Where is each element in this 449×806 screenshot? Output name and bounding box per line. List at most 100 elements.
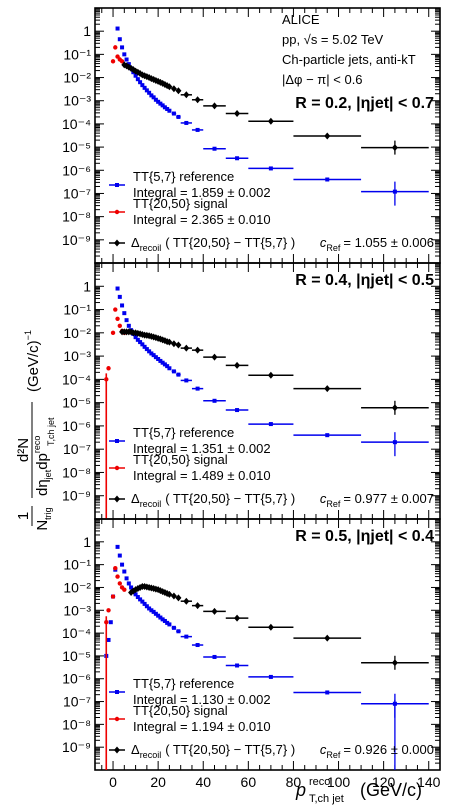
reference-point bbox=[156, 356, 161, 361]
y-tick-label: 1 bbox=[83, 534, 91, 550]
reference-point bbox=[133, 335, 138, 340]
y-label-den: dη bbox=[34, 479, 51, 496]
panel-label: R = 0.4, |ηjet| < 0.5 bbox=[295, 272, 434, 289]
reference-point bbox=[158, 358, 163, 363]
y-tick-label: 10⁻⁴ bbox=[62, 625, 91, 641]
y-label-dp: dp bbox=[34, 453, 51, 470]
series-signal bbox=[104, 307, 127, 382]
reference-point bbox=[151, 609, 156, 614]
signal-point bbox=[122, 587, 127, 592]
legend-ref-text: TT{5,7} reference bbox=[133, 169, 234, 184]
header-line: |Δφ − π| < 0.6 bbox=[282, 72, 363, 87]
y-tick-label: 1 bbox=[83, 278, 91, 294]
reference-point bbox=[191, 386, 204, 391]
recoil-point bbox=[180, 344, 192, 352]
reference-point bbox=[129, 585, 134, 590]
reference-point bbox=[225, 408, 249, 413]
x-tick-label: 40 bbox=[195, 774, 211, 790]
legend-recoil-text: Δrecoil( TT{20,50} − TT{5,7} ) bbox=[131, 491, 295, 509]
series-reference bbox=[115, 286, 429, 445]
recoil-point bbox=[166, 590, 173, 598]
reference-point bbox=[126, 323, 131, 328]
integral-sig: Integral = 1.489 ± 0.010 bbox=[133, 468, 271, 483]
reference-point bbox=[135, 337, 140, 342]
recoil-point bbox=[170, 85, 177, 93]
x-tick-label: 80 bbox=[286, 774, 302, 790]
reference-point bbox=[142, 85, 147, 90]
recoil-point bbox=[180, 597, 192, 605]
reference-point bbox=[117, 294, 122, 299]
reference-point bbox=[191, 643, 204, 648]
y-tick-label: 10⁻¹ bbox=[63, 557, 91, 573]
reference-point bbox=[135, 595, 140, 600]
signal-point bbox=[117, 323, 123, 329]
panel-label: R = 0.5, |ηjet| < 0.4 bbox=[295, 528, 434, 545]
reference-point bbox=[180, 120, 192, 125]
legend-recoil-text: Δrecoil( TT{20,50} − TT{5,7} ) bbox=[131, 742, 295, 760]
reference-point bbox=[160, 617, 165, 622]
legend-sig-marker bbox=[114, 716, 120, 722]
x-ticks bbox=[101, 263, 441, 519]
signal-point bbox=[113, 45, 118, 50]
legend-sig-text: TT{20,50} signal bbox=[133, 703, 228, 718]
y-tick-label: 10⁻² bbox=[63, 325, 91, 341]
reference-point bbox=[248, 166, 294, 171]
x-axis-title: p reco T,ch jet (GeV/c) bbox=[295, 776, 422, 805]
signal-point bbox=[115, 316, 120, 322]
reference-point bbox=[149, 93, 154, 98]
y-label-unit-exp: −1 bbox=[23, 330, 33, 340]
legend-ref-marker bbox=[115, 183, 119, 187]
y-tick-label: 10⁻¹ bbox=[63, 302, 91, 318]
recoil-point bbox=[170, 592, 177, 600]
recoil-point bbox=[191, 346, 204, 354]
y-tick-label: 10⁻³ bbox=[63, 348, 91, 364]
reference-point bbox=[147, 606, 152, 611]
error-bars bbox=[105, 616, 396, 770]
integral-ref: Integral = 1.130 ± 0.002 bbox=[133, 692, 271, 707]
reference-point bbox=[140, 342, 145, 347]
reference-point bbox=[151, 95, 156, 100]
y-tick-label: 10⁻⁷ bbox=[63, 185, 91, 201]
reference-point bbox=[138, 340, 143, 345]
y-ticks: 10⁻⁹ 10⁻⁸ 10⁻⁷ 10⁻⁶ 10⁻⁵ 10⁻⁴ 10⁻³ 10⁻² 10⁻¹ 1 bbox=[62, 7, 440, 264]
series-recoil bbox=[121, 61, 429, 152]
reference-point bbox=[158, 615, 163, 620]
reference-point bbox=[120, 562, 125, 567]
reference-point bbox=[167, 366, 172, 371]
svg-text:(GeV/c)−1: (GeV/c)−1 bbox=[23, 330, 42, 392]
reference-point bbox=[203, 146, 226, 151]
reference-point bbox=[160, 360, 165, 365]
integral-sig: Integral = 2.365 ± 0.010 bbox=[133, 212, 271, 227]
reference-point bbox=[144, 604, 149, 609]
y-label-ntrig: N bbox=[34, 520, 51, 531]
reference-point bbox=[162, 362, 167, 367]
y-tick-label: 1 bbox=[83, 23, 91, 39]
y-tick-label: 10⁻⁵ bbox=[62, 648, 91, 664]
reference-point bbox=[153, 97, 158, 102]
panel-frame bbox=[94, 518, 441, 771]
x-tick-label: 60 bbox=[241, 774, 257, 790]
reference-point bbox=[165, 106, 170, 111]
signal-point bbox=[113, 307, 118, 312]
recoil-point bbox=[225, 110, 249, 118]
svg-text:p: p bbox=[295, 780, 306, 800]
recoil-point bbox=[203, 102, 226, 110]
y-label-trig-sub: trig bbox=[43, 507, 53, 520]
legend-ref-text: TT{5,7} reference bbox=[133, 676, 234, 691]
recoil-point bbox=[175, 594, 182, 602]
signal-point bbox=[110, 594, 116, 599]
reference-point bbox=[124, 318, 129, 323]
y-axis-title: 1 Ntrig d²N dηjetdpreco T,ch jet (GeV/c)… bbox=[15, 330, 56, 531]
legend-sig-text: TT{20,50} signal bbox=[133, 196, 228, 211]
recoil-point bbox=[293, 634, 362, 642]
legend-ref-marker bbox=[115, 690, 119, 694]
integral-ref: Integral = 1.351 ± 0.002 bbox=[133, 441, 271, 456]
reference-point bbox=[142, 344, 147, 349]
header-line: ALICE bbox=[282, 12, 320, 27]
legend-recoil-marker bbox=[114, 746, 120, 754]
reference-point bbox=[122, 311, 127, 316]
legend-sig-marker bbox=[114, 465, 120, 471]
